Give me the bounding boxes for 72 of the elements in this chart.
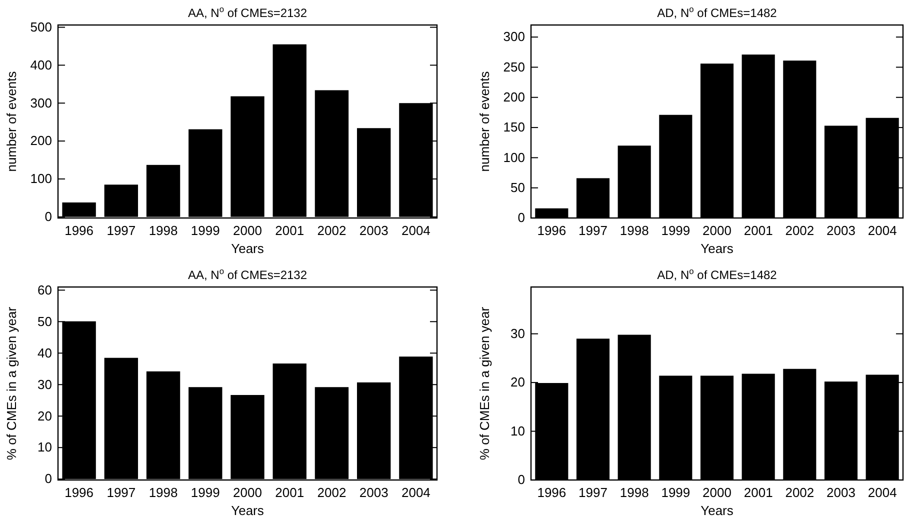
y-tick-label: 150: [503, 120, 525, 135]
x-tick-label: 2003: [826, 485, 856, 500]
x-tick-label: 2003: [359, 485, 388, 500]
x-tick-label: 2004: [401, 223, 430, 238]
x-tick-label: 1996: [64, 223, 94, 238]
x-tick-label: 2001: [275, 485, 304, 500]
y-axis-title: % of CMEs in a given year: [477, 306, 492, 460]
y-tick-label: 300: [503, 29, 525, 44]
x-tick-label: 2003: [359, 223, 388, 238]
x-tick-label: 2003: [826, 223, 856, 238]
x-tick-label: 1999: [190, 223, 220, 238]
x-tick-label: 1998: [148, 485, 178, 500]
y-tick-label: 100: [30, 171, 52, 186]
x-tick-label: 1997: [106, 223, 136, 238]
y-tick-label: 10: [510, 423, 525, 438]
y-axis-title: number of events: [4, 70, 19, 172]
x-tick-label: 2004: [401, 485, 430, 500]
x-tick-label: 1997: [106, 485, 136, 500]
x-tick-label: 1999: [661, 485, 690, 500]
x-tick-label: 2002: [317, 485, 346, 500]
x-tick-label: 2000: [702, 223, 732, 238]
y-tick-label: 50: [510, 180, 525, 196]
x-axis-title: Years: [231, 503, 264, 518]
x-tick-label: 2004: [868, 485, 897, 500]
x-tick-label: 2004: [868, 223, 897, 238]
x-tick-label: 2001: [275, 223, 304, 238]
chart-title: AA, N$^{o}$ of CMEs=2132: [188, 266, 308, 282]
x-tick-label: 2002: [785, 223, 814, 238]
y-tick-label: 100: [503, 150, 525, 165]
y-tick-label: 0: [518, 210, 525, 226]
y-tick-label: 250: [503, 59, 525, 74]
x-tick-label: 1999: [661, 223, 690, 238]
x-axis-title: Years: [231, 241, 264, 256]
x-tick-label: 1997: [578, 223, 608, 238]
y-axis-title: % of CMEs in a given year: [4, 306, 19, 460]
x-tick-label: 2001: [744, 223, 773, 238]
chart-title: AD, N$^{o}$ of CMEs=1482: [657, 4, 778, 20]
x-tick-label: 1999: [190, 485, 220, 500]
x-tick-label: 2000: [702, 485, 732, 500]
chart-title: AA, N$^{o}$ of CMEs=2132: [188, 4, 308, 20]
x-tick-label: 2000: [233, 223, 262, 238]
y-tick-label: 0: [44, 209, 52, 224]
y-tick-label: 20: [38, 408, 52, 424]
y-tick-label: 20: [510, 374, 525, 390]
x-tick-label: 1996: [64, 485, 94, 500]
x-axis-title: Years: [700, 503, 734, 518]
y-tick-label: 10: [38, 440, 52, 455]
y-tick-label: 40: [38, 345, 52, 360]
y-tick-label: 500: [30, 19, 52, 34]
chart-title: AD, N$^{o}$ of CMEs=1482: [657, 266, 778, 282]
x-tick-label: 2002: [317, 223, 346, 238]
y-tick-label: 50: [38, 314, 52, 329]
x-tick-label: 2000: [233, 485, 262, 500]
y-tick-label: 200: [503, 90, 525, 105]
x-tick-label: 2001: [744, 485, 773, 500]
x-tick-label: 1998: [620, 485, 649, 500]
y-tick-label: 400: [30, 57, 52, 72]
x-tick-label: 1996: [537, 223, 566, 238]
x-tick-label: 2002: [785, 485, 814, 500]
x-tick-label: 1998: [620, 223, 649, 238]
x-tick-label: 1996: [537, 485, 566, 500]
y-tick-label: 60: [38, 282, 52, 298]
y-tick-label: 30: [38, 376, 52, 392]
x-tick-label: 1998: [148, 223, 178, 238]
y-tick-label: 0: [518, 472, 525, 488]
y-tick-label: 300: [30, 95, 52, 110]
y-tick-label: 200: [30, 133, 52, 148]
x-axis-title: Years: [700, 241, 734, 256]
y-axis-title: number of events: [477, 70, 492, 172]
x-tick-label: 1997: [578, 485, 608, 500]
y-tick-label: 30: [510, 326, 525, 341]
y-tick-label: 0: [44, 471, 52, 486]
